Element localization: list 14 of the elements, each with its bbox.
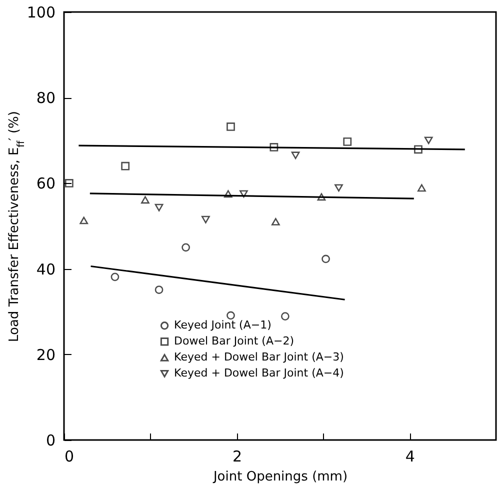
legend-label: Keyed + Dowel Bar Joint (A−4) <box>174 366 344 380</box>
y-tick-label: 100 <box>26 4 56 22</box>
y-tick-label: 80 <box>36 89 56 108</box>
y-tick-label: 40 <box>36 260 56 278</box>
x-tick-label: 2 <box>232 448 242 466</box>
legend-label: Keyed + Dowel Bar Joint (A−3) <box>174 350 344 364</box>
y-tick-label: 20 <box>36 346 56 364</box>
x-axis-title: Joint Openings (mm) <box>212 470 348 484</box>
legend-label: Dowel Bar Joint (A−2) <box>174 334 294 348</box>
x-tick-label: 0 <box>64 448 74 466</box>
y-tick-label: 0 <box>46 432 56 450</box>
x-tick-label: 4 <box>405 448 415 466</box>
y-tick-label: 60 <box>36 174 56 193</box>
legend-label: Keyed Joint (A−1) <box>174 318 272 332</box>
